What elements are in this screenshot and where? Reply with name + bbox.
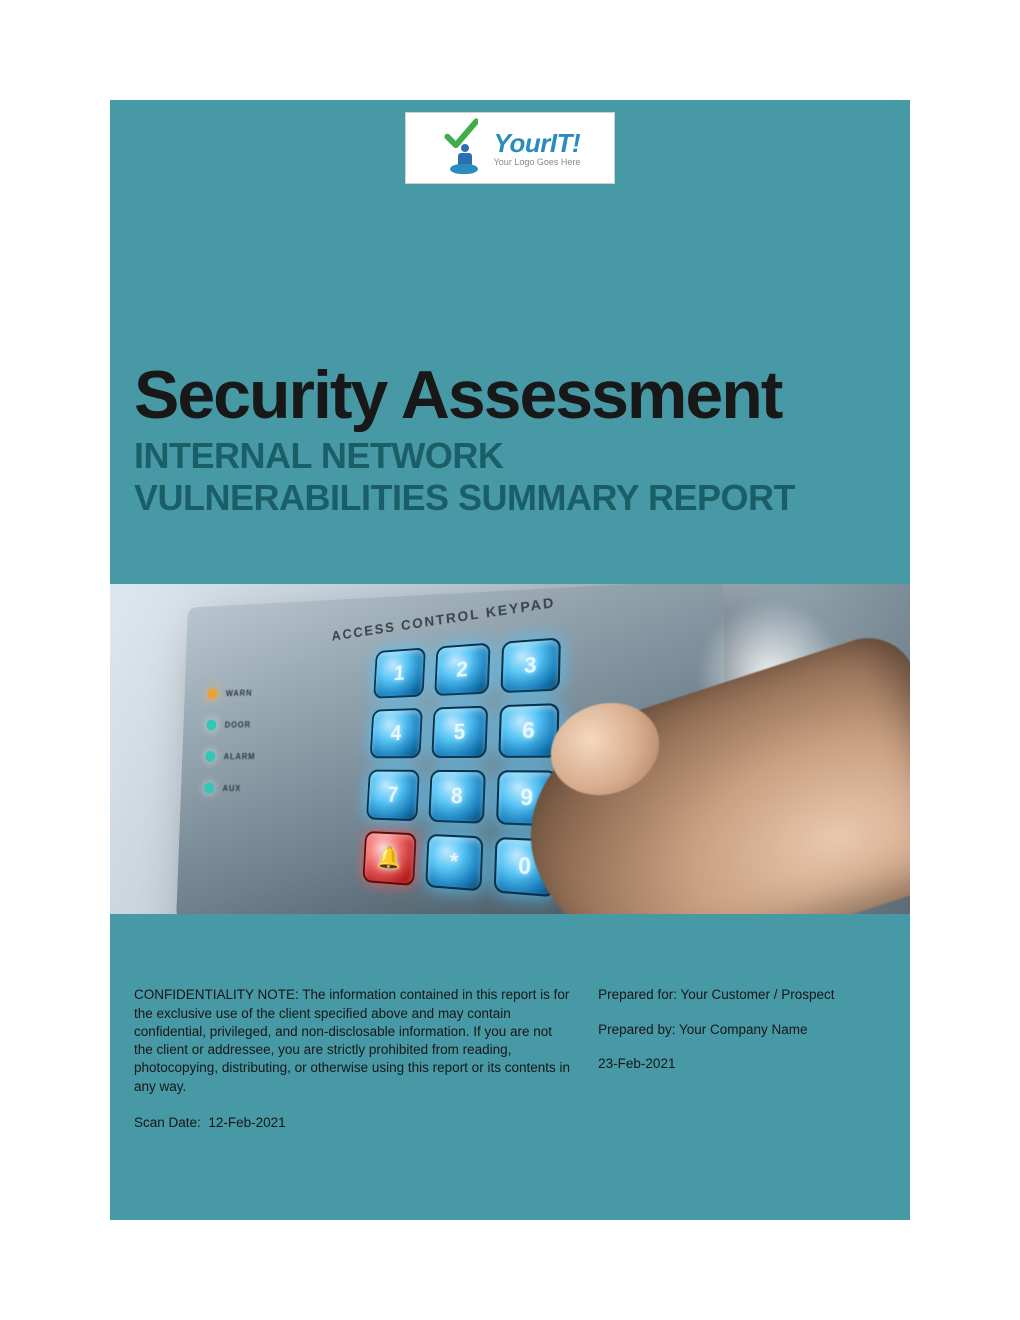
scan-date-value: 12-Feb-2021 bbox=[208, 1115, 285, 1130]
keypad-key: 4 bbox=[370, 708, 423, 758]
led-label: ALARM bbox=[223, 752, 255, 761]
led-column: WARN DOOR ALARM AUX bbox=[204, 687, 258, 794]
title-sub: INTERNAL NETWORK VULNERABILITIES SUMMARY… bbox=[134, 435, 886, 518]
logo-mark bbox=[440, 120, 488, 176]
title-sub-line1: INTERNAL NETWORK bbox=[134, 435, 503, 476]
led-row: DOOR bbox=[206, 719, 256, 731]
keypad-key: * bbox=[425, 834, 483, 892]
logo-text: YourIT! Your Logo Goes Here bbox=[494, 130, 581, 167]
scan-date-line: Scan Date: 12-Feb-2021 bbox=[134, 1114, 570, 1132]
led-icon bbox=[205, 751, 215, 762]
prepared-by-label: Prepared by: bbox=[598, 1022, 675, 1037]
hero-image: ACCESS CONTROL KEYPAD WARN DOOR ALARM AU… bbox=[110, 584, 910, 914]
keypad-key: 2 bbox=[434, 643, 490, 696]
keypad-key: 5 bbox=[431, 706, 488, 759]
title-block: Security Assessment INTERNAL NETWORK VUL… bbox=[134, 360, 886, 518]
led-row: AUX bbox=[204, 782, 255, 794]
confidentiality-note: CONFIDENTIALITY NOTE: The information co… bbox=[134, 986, 570, 1095]
scan-date-label: Scan Date: bbox=[134, 1115, 201, 1130]
title-sub-line2: VULNERABILITIES SUMMARY REPORT bbox=[134, 477, 795, 518]
led-row: WARN bbox=[207, 687, 257, 699]
keypad-key: 3 bbox=[500, 637, 560, 693]
led-icon bbox=[207, 688, 217, 699]
keypad-grid: 1 2 3 4 5 6 7 8 9 🔔 * 0 bbox=[362, 637, 561, 897]
led-label: WARN bbox=[226, 688, 253, 698]
keypad-key: 1 bbox=[373, 647, 426, 698]
led-label: DOOR bbox=[225, 720, 251, 730]
led-label: AUX bbox=[222, 783, 241, 793]
keypad-key: 7 bbox=[366, 770, 420, 822]
title-main: Security Assessment bbox=[134, 360, 886, 431]
prepared-by-line: Prepared by: Your Company Name bbox=[598, 1021, 886, 1039]
panel-label: ACCESS CONTROL KEYPAD bbox=[331, 594, 556, 644]
report-date: 23-Feb-2021 bbox=[598, 1055, 886, 1073]
footer-block: CONFIDENTIALITY NOTE: The information co… bbox=[134, 986, 886, 1132]
cover-panel: YourIT! Your Logo Goes Here Security Ass… bbox=[110, 100, 910, 1220]
footer-left: CONFIDENTIALITY NOTE: The information co… bbox=[134, 986, 570, 1132]
person-icon bbox=[458, 144, 472, 166]
footer-right: Prepared for: Your Customer / Prospect P… bbox=[598, 986, 886, 1132]
logo-container: YourIT! Your Logo Goes Here bbox=[405, 112, 615, 184]
prepared-by-value: Your Company Name bbox=[679, 1022, 808, 1037]
prepared-for-value: Your Customer / Prospect bbox=[680, 987, 834, 1002]
logo-name: YourIT! bbox=[494, 130, 581, 156]
logo-tagline: Your Logo Goes Here bbox=[494, 158, 581, 167]
keypad-key: 8 bbox=[428, 770, 486, 824]
keypad-key-bell: 🔔 bbox=[362, 831, 416, 886]
led-icon bbox=[206, 719, 216, 730]
prepared-for-label: Prepared for: bbox=[598, 987, 677, 1002]
led-icon bbox=[204, 782, 214, 793]
prepared-for-line: Prepared for: Your Customer / Prospect bbox=[598, 986, 886, 1004]
led-row: ALARM bbox=[205, 751, 256, 762]
globe-icon bbox=[450, 164, 478, 174]
